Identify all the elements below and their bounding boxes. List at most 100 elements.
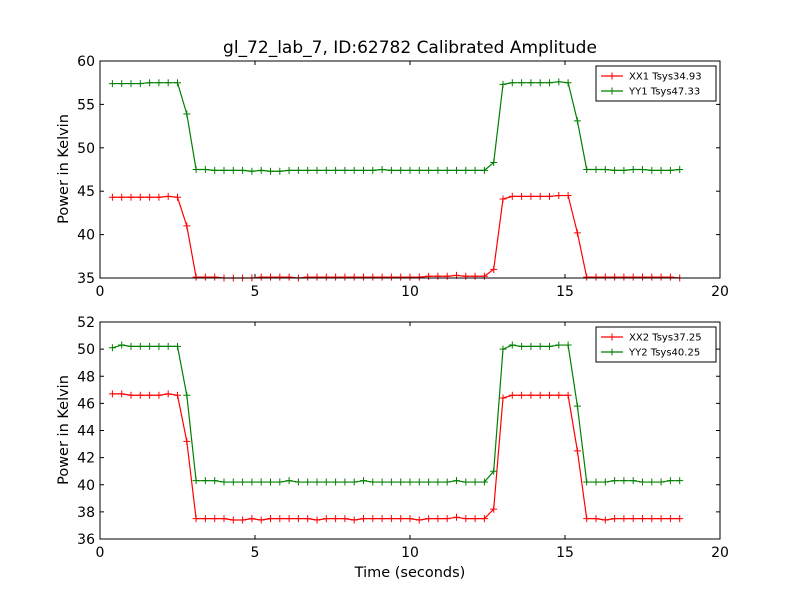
top-data-point	[332, 166, 340, 174]
top-data-point	[620, 273, 628, 281]
top-data-point	[164, 192, 172, 200]
top-x-tick-label: 10	[401, 284, 419, 300]
top-y-tick-label: 50	[77, 141, 95, 157]
bottom-data-point	[341, 515, 349, 523]
bottom-data-point	[276, 515, 284, 523]
top-data-point	[480, 272, 488, 280]
bottom-data-point	[425, 478, 433, 486]
chart-title: gl_72_lab_7, ID:62782 Calibrated Amplitu…	[223, 38, 597, 58]
top-data-point	[360, 166, 367, 174]
top-data-point	[192, 166, 200, 173]
bottom-data-point	[369, 478, 377, 486]
top-legend-marker	[608, 72, 616, 80]
bottom-data-point	[573, 447, 581, 455]
top-data-point	[257, 273, 265, 281]
top-data-point	[480, 166, 488, 174]
top-data-point	[239, 166, 247, 174]
top-data-point	[620, 166, 628, 174]
bottom-data-point	[471, 515, 479, 523]
bottom-data-point	[183, 437, 191, 445]
top-data-point	[211, 166, 219, 174]
bottom-data-point	[220, 515, 228, 523]
bottom-data-point	[443, 478, 451, 486]
bottom-data-point	[257, 516, 265, 524]
top-data-point	[146, 193, 154, 201]
bottom-y-tick-label: 36	[77, 532, 95, 548]
bottom-data-point	[611, 515, 619, 523]
bottom-data-point	[285, 477, 293, 485]
bottom-data-point	[164, 390, 172, 398]
top-data-point	[425, 166, 433, 174]
bottom-data-point	[136, 342, 144, 350]
top-x-tick-label: 0	[96, 284, 105, 300]
bottom-x-tick-label: 10	[401, 545, 419, 561]
bottom-data-point	[239, 478, 247, 486]
top-data-point	[601, 166, 609, 173]
top-data-point	[471, 166, 479, 174]
bottom-data-point	[583, 515, 591, 523]
bottom-data-point	[657, 515, 665, 523]
top-data-point	[518, 192, 526, 200]
bottom-data-point	[248, 478, 256, 486]
bottom-x-tick-label: 15	[556, 545, 574, 561]
top-data-point	[220, 166, 228, 174]
top-data-point	[666, 273, 674, 281]
top-data-point	[369, 166, 377, 174]
top-data-point	[174, 79, 181, 87]
top-data-point	[248, 167, 256, 175]
top-data-point	[360, 273, 367, 281]
top-y-tick-label: 60	[77, 54, 95, 70]
top-legend-label: YY1 Tsys47.33	[628, 87, 700, 98]
top-y-tick-label: 35	[77, 271, 95, 287]
bottom-data-point	[220, 478, 228, 486]
top-data-point	[229, 166, 237, 174]
top-data-point	[592, 273, 600, 281]
top-data-point	[118, 193, 126, 201]
bottom-data-point	[201, 515, 209, 523]
top-data-point	[350, 273, 358, 281]
top-data-point	[387, 273, 395, 281]
bottom-data-point	[174, 342, 181, 350]
top-data-point	[573, 229, 581, 237]
bottom-data-point	[453, 513, 460, 521]
bottom-data-point	[564, 341, 572, 349]
bottom-data-point	[629, 477, 637, 485]
bottom-data-point	[583, 478, 591, 486]
bottom-data-point	[304, 478, 312, 486]
bottom-data-point	[536, 342, 544, 350]
bottom-data-point	[555, 341, 563, 349]
bottom-data-point	[397, 515, 405, 523]
bottom-data-point	[332, 478, 340, 486]
bottom-x-tick-label: 0	[96, 545, 105, 561]
top-data-point	[397, 166, 405, 174]
top-data-point	[378, 273, 386, 281]
top-data-point	[108, 193, 116, 201]
top-data-point	[313, 273, 321, 281]
top-data-point	[536, 192, 544, 200]
bottom-data-point	[471, 478, 479, 486]
top-data-point	[387, 166, 395, 174]
top-data-point	[657, 273, 665, 281]
top-data-point	[555, 78, 563, 86]
bottom-data-point	[397, 478, 405, 486]
top-data-point	[276, 273, 284, 281]
bottom-y-tick-label: 40	[77, 478, 95, 494]
bottom-data-point	[508, 391, 516, 399]
bottom-data-point	[406, 515, 414, 523]
bottom-y-tick-label: 46	[77, 396, 95, 412]
top-data-point	[564, 192, 572, 200]
bottom-legend-marker	[608, 333, 616, 341]
top-data-point	[583, 273, 591, 281]
bottom-data-point	[527, 342, 535, 350]
bottom-data-point	[387, 515, 395, 523]
bottom-data-point	[164, 342, 172, 350]
bottom-y-axis-label: Power in Kelvin	[56, 375, 72, 485]
bottom-data-point	[229, 516, 237, 524]
bottom-y-tick-label: 44	[77, 424, 95, 440]
bottom-data-point	[183, 391, 191, 399]
bottom-data-point	[434, 478, 442, 486]
bottom-data-point	[285, 515, 293, 523]
top-data-point	[629, 273, 637, 281]
top-data-point	[415, 273, 423, 281]
top-data-point	[536, 79, 544, 87]
